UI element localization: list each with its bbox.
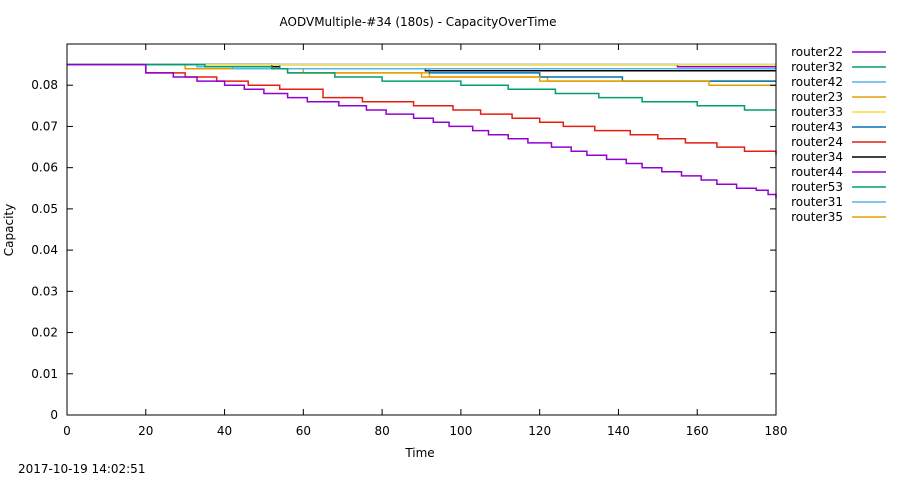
y-tick-label: 0.02: [31, 326, 58, 340]
legend-label-router23: router23: [791, 90, 843, 104]
y-tick-label: 0.06: [31, 161, 58, 175]
series-line-router32: [67, 63, 776, 111]
legend-label-router34: router34: [791, 150, 843, 164]
x-tick-label: 160: [686, 424, 709, 438]
legend-label-router43: router43: [791, 120, 843, 134]
y-tick-label: 0.01: [31, 367, 58, 381]
x-axis: 0 20 40 60 80 100 120 140 160 180: [63, 44, 787, 438]
y-tick-label: 0.08: [31, 78, 58, 92]
x-tick-label: 140: [607, 424, 630, 438]
series-line-router24: [67, 63, 777, 156]
x-tick-label: 20: [138, 424, 153, 438]
y-tick-label: 0: [50, 408, 58, 422]
x-tick-label: 60: [296, 424, 311, 438]
plot-frame: [66, 43, 777, 416]
y-tick-label: 0.07: [31, 119, 58, 133]
legend-label-router42: router42: [791, 75, 843, 89]
legend-label-router53: router53: [791, 180, 843, 194]
x-tick-label: 100: [449, 424, 472, 438]
timestamp: 2017-10-19 14:02:51: [18, 462, 146, 476]
y-tick-label: 0.03: [31, 284, 58, 298]
legend-label-router22: router22: [791, 45, 843, 59]
y-axis-label: Capacity: [2, 204, 16, 256]
series-line-router22: [67, 63, 777, 199]
legend-label-router31: router31: [791, 195, 843, 209]
y-tick-label: 0.05: [31, 202, 58, 216]
legend: router22router32router42router23router33…: [791, 45, 886, 224]
legend-label-router44: router44: [791, 165, 843, 179]
legend-label-router33: router33: [791, 105, 843, 119]
x-tick-label: 0: [63, 424, 71, 438]
legend-label-router24: router24: [791, 135, 843, 149]
x-tick-label: 80: [374, 424, 389, 438]
y-axis: 0 0.01 0.02 0.03 0.04 0.05 0.06 0.07 0.08: [31, 78, 776, 422]
x-tick-label: 180: [765, 424, 788, 438]
x-tick-label: 40: [217, 424, 232, 438]
chart-title: AODVMultiple-#34 (180s) - CapacityOverTi…: [280, 15, 557, 29]
plot-series-group: [67, 63, 777, 199]
series-line-router34: [67, 63, 776, 72]
legend-label-router35: router35: [791, 210, 843, 224]
x-tick-label: 120: [528, 424, 551, 438]
legend-label-router32: router32: [791, 60, 843, 74]
x-axis-label: Time: [404, 446, 434, 460]
y-tick-label: 0.04: [31, 243, 58, 257]
